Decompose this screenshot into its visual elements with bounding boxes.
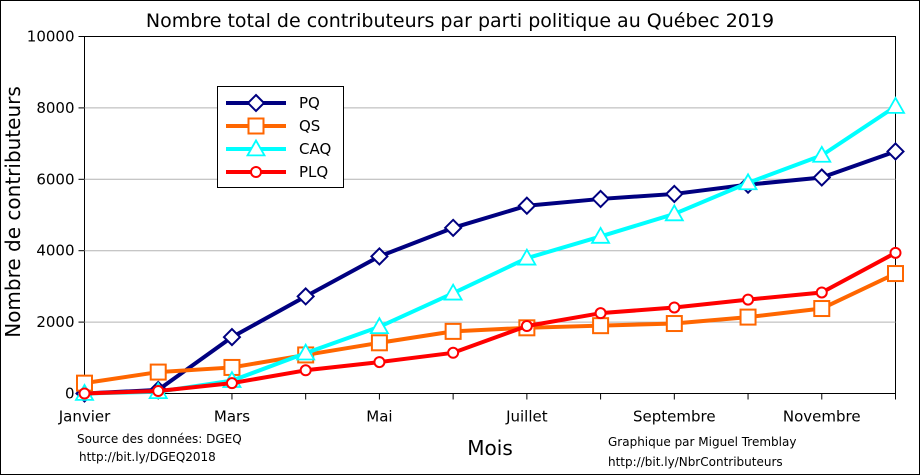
legend-item-qs: QS xyxy=(226,117,320,135)
data-point-pq xyxy=(812,168,832,187)
data-point-qs xyxy=(887,265,904,283)
data-point-pq xyxy=(296,286,316,306)
data-point-caq xyxy=(664,203,685,222)
data-point-plq xyxy=(447,346,460,359)
legend-marker-plq xyxy=(250,166,262,178)
data-point-qs xyxy=(739,308,757,326)
x-tick-label: Mai xyxy=(366,408,392,426)
data-point-pq xyxy=(517,196,537,216)
data-point-pq xyxy=(369,246,389,266)
legend-marker-qs xyxy=(247,117,265,135)
data-point-plq xyxy=(815,286,828,299)
data-point-plq xyxy=(299,364,312,377)
data-point-plq xyxy=(520,320,533,333)
y-axis-title: Nombre de contributeurs xyxy=(1,86,25,338)
data-point-caq xyxy=(811,145,832,163)
data-point-caq xyxy=(737,172,759,191)
data-point-plq xyxy=(889,246,902,259)
x-tick-label: Septembre xyxy=(633,408,716,426)
data-point-caq xyxy=(295,342,316,361)
y-tick-label: 10000 xyxy=(27,28,75,46)
data-point-plq xyxy=(742,293,755,306)
data-point-pq xyxy=(886,142,905,161)
legend-marker-pq xyxy=(246,93,266,113)
legend-label-qs: QS xyxy=(299,117,320,135)
y-tick-label: 4000 xyxy=(36,242,74,260)
data-point-caq xyxy=(885,96,906,114)
source-line-1: Source des données: DGEQ xyxy=(77,432,242,446)
chart-title: Nombre total de contributeurs par parti … xyxy=(146,10,774,32)
x-tick-label: Juillet xyxy=(505,408,548,426)
y-tick-label: 6000 xyxy=(36,170,74,188)
data-point-plq xyxy=(668,301,681,314)
credit-line-1: Graphique par Miguel Tremblay xyxy=(608,435,796,449)
data-point-qs xyxy=(813,300,831,318)
series-layer xyxy=(74,96,906,403)
data-point-qs xyxy=(370,334,388,352)
data-point-pq xyxy=(591,189,611,209)
x-tick-label: Mars xyxy=(214,408,250,426)
data-point-pq xyxy=(443,218,463,238)
x-tick-label: Janvier xyxy=(58,408,111,426)
series-line-plq xyxy=(84,251,897,396)
data-point-qs xyxy=(444,322,462,340)
data-point-caq xyxy=(590,226,611,244)
x-tick-label: Novembre xyxy=(783,408,861,426)
data-point-qs xyxy=(592,317,610,335)
legend-item-caq: CAQ xyxy=(226,138,331,158)
legend-label-plq: PLQ xyxy=(299,163,328,181)
y-tick-label: 0 xyxy=(65,385,75,403)
series-line-pq xyxy=(84,149,897,396)
data-point-plq xyxy=(594,307,607,320)
data-point-plq xyxy=(78,387,91,400)
series-line-qs xyxy=(84,271,897,386)
data-point-qs xyxy=(149,363,167,381)
data-point-pq xyxy=(222,327,242,347)
y-tick-label: 2000 xyxy=(36,313,74,331)
data-point-caq xyxy=(443,282,464,301)
data-point-caq xyxy=(369,316,390,335)
legend-item-pq: PQ xyxy=(226,93,320,113)
legend-item-plq: PLQ xyxy=(226,163,328,181)
source-line-2: http://bit.ly/DGEQ2018 xyxy=(79,450,216,464)
legend-label-pq: PQ xyxy=(299,94,320,112)
data-point-qs xyxy=(665,315,683,333)
legend-label-caq: CAQ xyxy=(299,140,331,158)
series-plq xyxy=(78,246,902,400)
data-point-plq xyxy=(225,377,238,390)
y-axis-ticks: 0 2000 4000 6000 8000 10000 xyxy=(27,28,85,403)
legend: PQ QS CAQ PLQ xyxy=(217,86,344,188)
data-point-caq xyxy=(516,247,537,266)
x-axis-title: Mois xyxy=(467,436,512,460)
y-tick-label: 8000 xyxy=(36,99,74,117)
legend-marker-caq xyxy=(245,138,267,157)
data-point-plq xyxy=(152,385,165,398)
data-point-pq xyxy=(664,184,684,204)
credit-line-2: http://bit.ly/NbrContributeurs xyxy=(608,455,783,469)
data-point-plq xyxy=(373,356,386,369)
x-axis-ticks: Janvier Mars Mai Juillet Septembre Novembre xyxy=(58,393,896,426)
